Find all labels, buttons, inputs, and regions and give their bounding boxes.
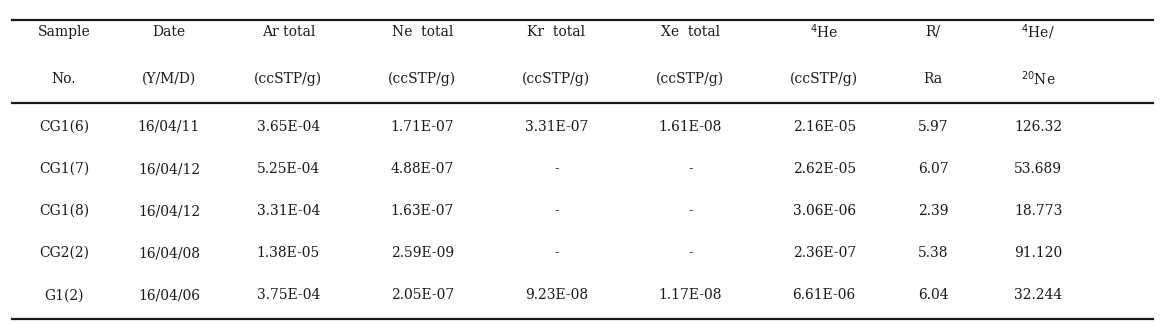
Text: Ne  total: Ne total <box>391 25 453 39</box>
Text: 2.36E-07: 2.36E-07 <box>792 246 856 260</box>
Text: 6.07: 6.07 <box>918 162 948 176</box>
Text: 3.31E-04: 3.31E-04 <box>256 204 320 218</box>
Text: 53.689: 53.689 <box>1014 162 1062 176</box>
Text: Xe  total: Xe total <box>661 25 720 39</box>
Text: 126.32: 126.32 <box>1014 120 1062 134</box>
Text: CG1(6): CG1(6) <box>38 120 90 134</box>
Text: -: - <box>687 204 693 218</box>
Text: 3.06E-06: 3.06E-06 <box>792 204 856 218</box>
Text: 5.25E-04: 5.25E-04 <box>256 162 320 176</box>
Text: 16/04/12: 16/04/12 <box>137 204 200 218</box>
Text: CG1(7): CG1(7) <box>38 162 90 176</box>
Text: 6.04: 6.04 <box>918 288 948 302</box>
Text: 2.39: 2.39 <box>918 204 948 218</box>
Text: -: - <box>687 246 693 260</box>
Text: 2.16E-05: 2.16E-05 <box>792 120 856 134</box>
Text: 6.61E-06: 6.61E-06 <box>792 288 856 302</box>
Text: (ccSTP/g): (ccSTP/g) <box>790 72 859 86</box>
Text: 1.38E-05: 1.38E-05 <box>256 246 320 260</box>
Text: 16/04/08: 16/04/08 <box>137 246 200 260</box>
Text: 18.773: 18.773 <box>1014 204 1062 218</box>
Text: G1(2): G1(2) <box>44 288 84 302</box>
Text: 16/04/06: 16/04/06 <box>137 288 200 302</box>
Text: (ccSTP/g): (ccSTP/g) <box>388 72 457 86</box>
Text: 2.59E-09: 2.59E-09 <box>390 246 454 260</box>
Text: -: - <box>553 162 559 176</box>
Text: 5.97: 5.97 <box>918 120 948 134</box>
Text: R/: R/ <box>926 25 940 39</box>
Text: Ra: Ra <box>924 72 942 86</box>
Text: 2.62E-05: 2.62E-05 <box>792 162 856 176</box>
Text: -: - <box>553 246 559 260</box>
Text: 32.244: 32.244 <box>1014 288 1062 302</box>
Text: Ar total: Ar total <box>262 25 315 39</box>
Text: 1.17E-08: 1.17E-08 <box>658 288 722 302</box>
Text: (ccSTP/g): (ccSTP/g) <box>656 72 725 86</box>
Text: 3.31E-07: 3.31E-07 <box>524 120 588 134</box>
Text: Kr  total: Kr total <box>528 25 585 39</box>
Text: Date: Date <box>153 25 185 39</box>
Text: $^{20}$Ne: $^{20}$Ne <box>1021 70 1055 88</box>
Text: 1.71E-07: 1.71E-07 <box>390 120 454 134</box>
Text: 5.38: 5.38 <box>918 246 948 260</box>
Text: 4.88E-07: 4.88E-07 <box>390 162 454 176</box>
Text: 16/04/12: 16/04/12 <box>137 162 200 176</box>
Text: Sample: Sample <box>37 25 91 39</box>
Text: 3.65E-04: 3.65E-04 <box>256 120 320 134</box>
Text: 1.63E-07: 1.63E-07 <box>390 204 454 218</box>
Text: 16/04/11: 16/04/11 <box>137 120 200 134</box>
Text: -: - <box>553 204 559 218</box>
Text: (ccSTP/g): (ccSTP/g) <box>254 72 323 86</box>
Text: $^{4}$He/: $^{4}$He/ <box>1022 22 1054 42</box>
Text: CG1(8): CG1(8) <box>38 204 90 218</box>
Text: CG2(2): CG2(2) <box>40 246 89 260</box>
Text: No.: No. <box>51 72 77 86</box>
Text: (Y/M/D): (Y/M/D) <box>142 72 196 86</box>
Text: $^{4}$He: $^{4}$He <box>810 22 839 41</box>
Text: 91.120: 91.120 <box>1014 246 1062 260</box>
Text: 1.61E-08: 1.61E-08 <box>658 120 722 134</box>
Text: -: - <box>687 162 693 176</box>
Text: 3.75E-04: 3.75E-04 <box>256 288 320 302</box>
Text: (ccSTP/g): (ccSTP/g) <box>522 72 591 86</box>
Text: 9.23E-08: 9.23E-08 <box>524 288 588 302</box>
Text: 2.05E-07: 2.05E-07 <box>390 288 454 302</box>
